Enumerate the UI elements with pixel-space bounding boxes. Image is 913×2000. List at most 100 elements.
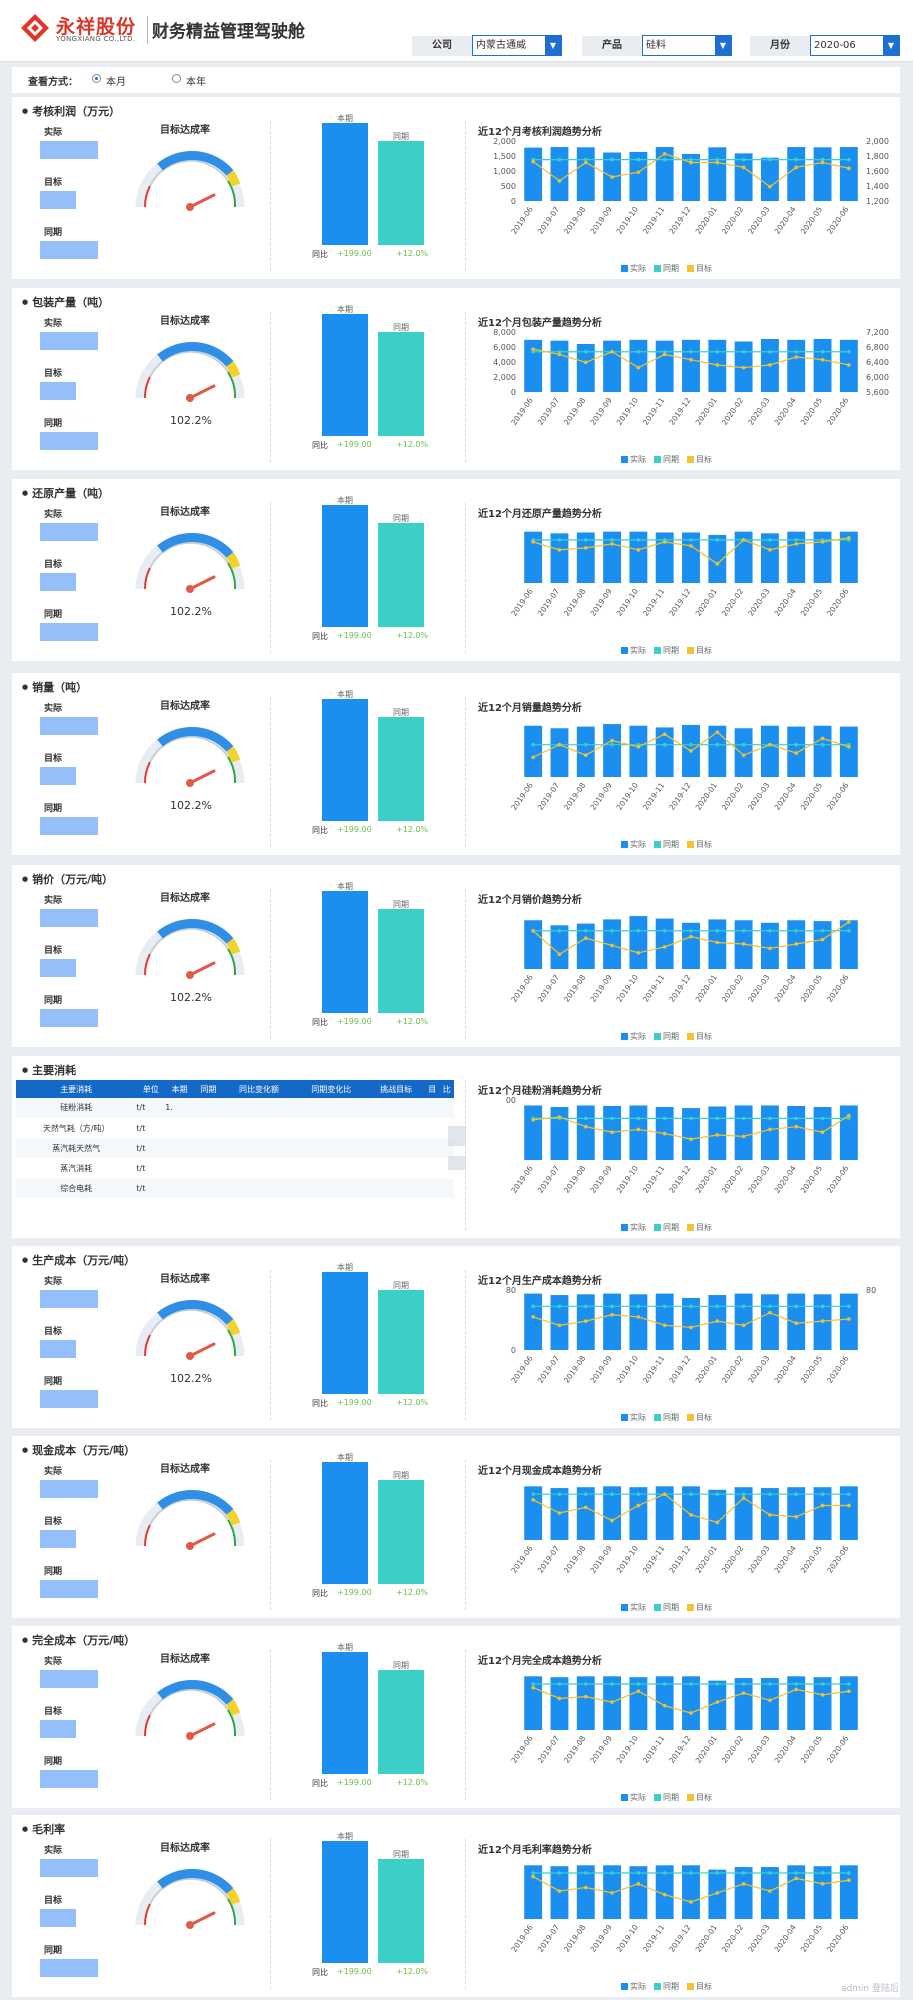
trend-prior-line-point bbox=[636, 170, 641, 174]
trend-target-line-point bbox=[689, 1682, 693, 1686]
table-cell: t/t bbox=[136, 1178, 166, 1199]
trend-target-line-point bbox=[557, 1304, 562, 1309]
current-period-bar bbox=[322, 123, 368, 245]
trend-bar bbox=[760, 1294, 779, 1350]
legend-item[interactable]: 实际 bbox=[621, 1222, 646, 1233]
x-axis-tick: 2019-06 bbox=[509, 973, 534, 1004]
current-period-label: 本期 bbox=[337, 690, 353, 699]
legend-item[interactable]: 实际 bbox=[621, 1981, 646, 1992]
legend-item[interactable]: 同期 bbox=[654, 1602, 679, 1613]
legend-item[interactable]: 目标 bbox=[687, 1602, 712, 1613]
legend-item[interactable]: 实际 bbox=[621, 454, 646, 465]
legend-item[interactable]: 同期 bbox=[654, 263, 679, 274]
legend-item[interactable]: 目标 bbox=[687, 263, 712, 274]
table-row[interactable]: 天然气耗（方/吨） t/t bbox=[16, 1118, 454, 1139]
table-row[interactable]: 硅粉消耗 t/t 1. bbox=[16, 1098, 454, 1119]
trend-prior-line-point bbox=[662, 1892, 667, 1897]
trend-target-line-point bbox=[847, 157, 851, 162]
legend-item[interactable]: 同期 bbox=[654, 839, 679, 850]
x-axis-tick: 2019-12 bbox=[667, 1923, 692, 1954]
chevron-down-icon[interactable]: ▼ bbox=[883, 36, 899, 55]
yoy-change-rate: +12.0% bbox=[396, 825, 429, 834]
radio-this-year-label[interactable]: 本年 bbox=[186, 77, 206, 88]
legend-item[interactable]: 目标 bbox=[687, 1222, 712, 1233]
x-axis-tick: 2019-12 bbox=[667, 396, 692, 427]
trend-prior-line-point bbox=[794, 165, 799, 170]
yoy-change-value: +199.00 bbox=[337, 1778, 372, 1787]
legend-item[interactable]: 同期 bbox=[654, 645, 679, 656]
trend-prior-line-point bbox=[768, 1513, 772, 1517]
table-cell bbox=[222, 1158, 296, 1179]
trend-bar bbox=[576, 923, 595, 969]
x-axis-tick: 2020-06 bbox=[825, 1164, 850, 1195]
x-axis-tick: 2020-05 bbox=[799, 1544, 824, 1575]
legend-item[interactable]: 同期 bbox=[654, 1031, 679, 1042]
legend-item[interactable]: 目标 bbox=[687, 1981, 712, 1992]
trend-target-line-point bbox=[820, 1682, 825, 1686]
trend-bar bbox=[839, 147, 858, 201]
trend-target-line-point bbox=[847, 349, 851, 354]
radio-this-month[interactable] bbox=[92, 74, 101, 83]
legend-item[interactable]: 实际 bbox=[621, 1602, 646, 1613]
legend-item[interactable]: 目标 bbox=[687, 645, 712, 656]
legend-label: 目标 bbox=[696, 264, 712, 273]
product-select[interactable]: 硅料 ▼ bbox=[642, 35, 732, 56]
trend-prior-line-point bbox=[583, 753, 588, 757]
legend-item[interactable]: 实际 bbox=[621, 645, 646, 656]
table-cell bbox=[295, 1098, 368, 1119]
table-row[interactable]: 综合电耗 t/t bbox=[16, 1178, 454, 1199]
legend-item[interactable]: 实际 bbox=[621, 1031, 646, 1042]
radio-this-month-label[interactable]: 本月 bbox=[106, 77, 126, 88]
month-select[interactable]: 2020-06 ▼ bbox=[810, 35, 900, 56]
legend-item[interactable]: 实际 bbox=[621, 839, 646, 850]
kpi-value-blurred bbox=[40, 767, 76, 785]
yoy-label: 同比 bbox=[312, 250, 328, 259]
company-select[interactable]: 内蒙古通威 ▼ bbox=[472, 35, 562, 56]
x-axis-tick: 2020-03 bbox=[746, 396, 771, 427]
legend-item[interactable]: 实际 bbox=[621, 1792, 646, 1803]
trend-prior-line-point bbox=[715, 562, 720, 566]
target-gauge bbox=[135, 341, 245, 402]
panel-divider bbox=[270, 312, 271, 462]
legend-item[interactable]: 同期 bbox=[654, 1412, 679, 1423]
legend-item[interactable]: 同期 bbox=[654, 1981, 679, 1992]
legend-item[interactable]: 目标 bbox=[687, 1792, 712, 1803]
trend-legend: 实际 同期 目标 bbox=[621, 839, 720, 850]
trend-prior-line-point bbox=[768, 1127, 772, 1132]
x-axis-tick: 2020-02 bbox=[720, 396, 745, 427]
trend-prior-line-point bbox=[689, 1711, 693, 1715]
legend-item[interactable]: 同期 bbox=[654, 454, 679, 465]
kpi-value-blurred bbox=[40, 1580, 98, 1598]
trend-target-line-point bbox=[715, 157, 720, 162]
table-cell bbox=[222, 1098, 296, 1119]
chevron-down-icon[interactable]: ▼ bbox=[715, 36, 731, 55]
radio-this-year[interactable] bbox=[172, 74, 181, 83]
legend-item[interactable]: 目标 bbox=[687, 454, 712, 465]
trend-target-line-point bbox=[557, 349, 562, 354]
table-row[interactable]: 蒸汽耗天然气 t/t bbox=[16, 1138, 454, 1159]
trend-target-line-point bbox=[741, 742, 746, 747]
x-axis-tick: 2019-09 bbox=[588, 1734, 613, 1765]
legend-item[interactable]: 实际 bbox=[621, 1412, 646, 1423]
x-axis-tick: 2020-01 bbox=[694, 1734, 719, 1765]
trend-target-line-point bbox=[583, 928, 588, 933]
x-axis-tick: 2019-11 bbox=[641, 205, 666, 236]
legend-item[interactable]: 目标 bbox=[687, 1031, 712, 1042]
legend-item[interactable]: 同期 bbox=[654, 1792, 679, 1803]
legend-item[interactable]: 同期 bbox=[654, 1222, 679, 1233]
trend-bar bbox=[576, 147, 595, 201]
trend-prior-line-point bbox=[557, 1696, 562, 1701]
trend-prior-line-point bbox=[847, 363, 851, 367]
legend-item[interactable]: 实际 bbox=[621, 263, 646, 274]
legend-label: 实际 bbox=[630, 264, 646, 273]
x-axis-tick: 2019-09 bbox=[588, 1923, 613, 1954]
trend-bar bbox=[524, 920, 543, 969]
legend-item[interactable]: 目标 bbox=[687, 839, 712, 850]
trend-prior-line-point bbox=[847, 1113, 851, 1118]
yoy-change-rate: +12.0% bbox=[396, 1017, 429, 1026]
table-row[interactable]: 蒸汽消耗 t/t bbox=[16, 1158, 454, 1179]
legend-item[interactable]: 目标 bbox=[687, 1412, 712, 1423]
table-cell bbox=[165, 1118, 195, 1139]
chevron-down-icon[interactable]: ▼ bbox=[545, 36, 561, 55]
kpi-value-blurred bbox=[40, 241, 98, 259]
